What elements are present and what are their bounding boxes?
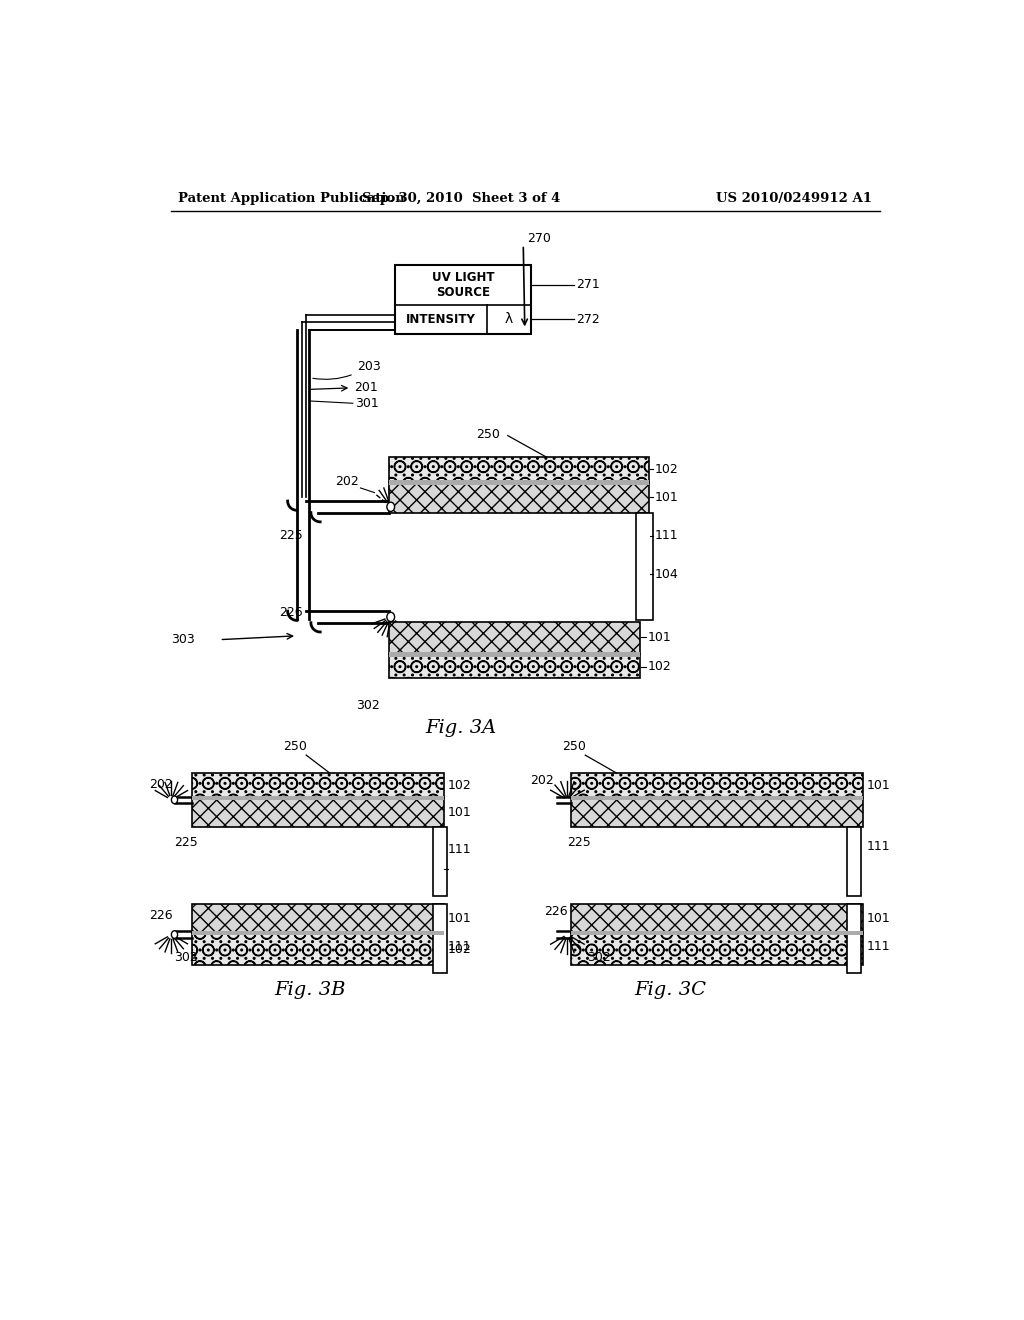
Text: 250: 250 bbox=[476, 428, 501, 441]
Bar bbox=[395, 264, 531, 334]
Bar bbox=[389, 482, 649, 512]
Text: λ: λ bbox=[505, 313, 513, 326]
Text: 226: 226 bbox=[150, 908, 173, 921]
Text: 225: 225 bbox=[280, 529, 303, 543]
Bar bbox=[389, 652, 640, 656]
Text: 101: 101 bbox=[647, 631, 671, 644]
Text: 111: 111 bbox=[866, 840, 890, 853]
Text: INTENSITY: INTENSITY bbox=[407, 313, 476, 326]
Text: 111: 111 bbox=[449, 843, 472, 857]
Text: 104: 104 bbox=[655, 568, 679, 581]
Text: 271: 271 bbox=[575, 279, 600, 292]
Bar bbox=[191, 797, 444, 826]
Text: 250: 250 bbox=[283, 739, 306, 752]
Text: 302: 302 bbox=[587, 952, 610, 964]
Ellipse shape bbox=[171, 931, 177, 939]
Text: 225: 225 bbox=[174, 836, 199, 849]
Bar bbox=[389, 622, 640, 653]
Text: 202: 202 bbox=[530, 774, 554, 787]
Text: 303: 303 bbox=[171, 634, 195, 647]
Text: 102: 102 bbox=[655, 463, 679, 477]
Text: 226: 226 bbox=[280, 606, 303, 619]
Text: 270: 270 bbox=[527, 232, 551, 246]
Ellipse shape bbox=[171, 796, 177, 804]
Text: 302: 302 bbox=[174, 952, 199, 964]
Text: 111: 111 bbox=[866, 940, 890, 953]
Bar bbox=[191, 796, 444, 800]
Text: 101: 101 bbox=[655, 491, 679, 504]
Text: 201: 201 bbox=[354, 381, 378, 395]
Text: UV LIGHT
SOURCE: UV LIGHT SOURCE bbox=[432, 271, 495, 298]
Text: 302: 302 bbox=[356, 698, 380, 711]
Text: 111: 111 bbox=[655, 529, 679, 543]
Bar bbox=[847, 904, 861, 973]
Bar bbox=[432, 826, 446, 896]
Bar bbox=[571, 797, 862, 826]
Text: Fig. 3C: Fig. 3C bbox=[635, 981, 707, 999]
Bar bbox=[191, 932, 444, 936]
Text: 101: 101 bbox=[866, 912, 890, 925]
Text: 272: 272 bbox=[575, 313, 600, 326]
Text: 111: 111 bbox=[449, 940, 472, 953]
Bar bbox=[191, 933, 444, 965]
Bar bbox=[191, 774, 444, 797]
Text: US 2010/0249912 A1: US 2010/0249912 A1 bbox=[716, 191, 872, 205]
Text: Sep. 30, 2010  Sheet 3 of 4: Sep. 30, 2010 Sheet 3 of 4 bbox=[362, 191, 560, 205]
Text: 102: 102 bbox=[449, 779, 472, 792]
Text: 101: 101 bbox=[449, 912, 472, 925]
Bar bbox=[571, 932, 862, 936]
Bar bbox=[389, 653, 640, 678]
Text: 202: 202 bbox=[150, 777, 173, 791]
Text: 226: 226 bbox=[544, 906, 567, 917]
Text: 101: 101 bbox=[449, 805, 472, 818]
Text: 102: 102 bbox=[647, 660, 671, 673]
Bar bbox=[389, 480, 649, 484]
Text: Fig. 3B: Fig. 3B bbox=[274, 981, 346, 999]
Bar bbox=[432, 904, 446, 973]
Text: 202: 202 bbox=[335, 475, 359, 488]
Ellipse shape bbox=[387, 612, 394, 622]
Text: 301: 301 bbox=[355, 397, 379, 409]
Text: 203: 203 bbox=[313, 360, 380, 379]
Text: Patent Application Publication: Patent Application Publication bbox=[178, 191, 406, 205]
Bar bbox=[571, 933, 862, 965]
Bar bbox=[389, 457, 649, 482]
Bar bbox=[847, 826, 861, 896]
Bar bbox=[636, 512, 652, 620]
Bar bbox=[571, 796, 862, 800]
Bar bbox=[191, 904, 444, 933]
Bar bbox=[571, 774, 862, 797]
Text: Fig. 3A: Fig. 3A bbox=[426, 719, 497, 737]
Text: 101: 101 bbox=[866, 779, 890, 792]
Ellipse shape bbox=[387, 502, 394, 511]
Bar bbox=[571, 904, 862, 933]
Text: 102: 102 bbox=[449, 942, 472, 956]
Text: 225: 225 bbox=[567, 836, 591, 849]
Text: 250: 250 bbox=[562, 739, 586, 752]
